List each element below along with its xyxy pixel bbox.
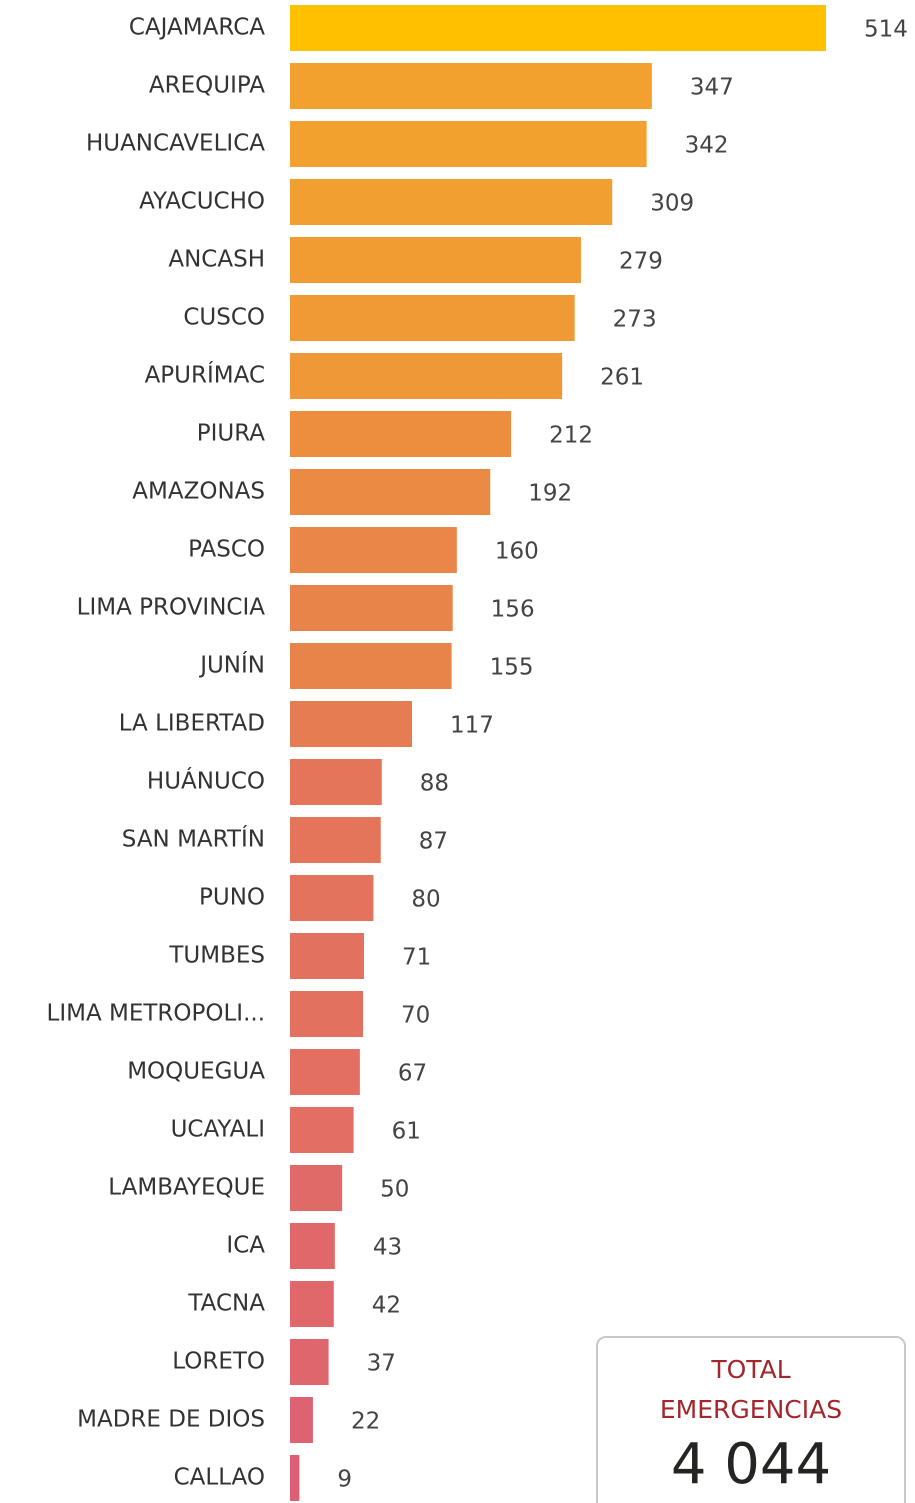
bar [290,121,647,167]
category-label: AREQUIPA [149,73,265,99]
bar [290,1107,354,1153]
category-label: TACNA [187,1291,265,1317]
bar [290,1223,335,1269]
category-label: PIURA [197,421,266,447]
bar [290,1455,300,1501]
value-label: 88 [420,771,449,797]
category-label: CALLAO [174,1465,265,1491]
bar [290,991,363,1037]
bar [290,817,381,863]
bar [290,5,826,51]
value-label: 70 [401,1003,430,1029]
category-label: LORETO [172,1349,265,1375]
bar [290,237,581,283]
bar [290,1397,313,1443]
bar [290,1049,360,1095]
value-label: 160 [495,539,539,565]
bar [290,295,575,341]
value-label: 67 [398,1061,427,1087]
category-label: CAJAMARCA [129,15,265,41]
bar [290,1165,343,1211]
value-label: 42 [372,1293,401,1319]
value-label: 61 [392,1119,421,1145]
bar [290,469,491,515]
value-label: 80 [411,887,440,913]
value-label: 43 [373,1235,402,1261]
category-label: LIMA PROVINCIA [77,595,266,621]
category-label: HUANCAVELICA [86,131,265,157]
value-label: 87 [419,829,448,855]
category-label: SAN MARTÍN [122,825,265,853]
total-label: TOTAL EMERGENCIAS [659,1355,843,1424]
bar [290,933,365,979]
category-label: TUMBES [168,943,265,969]
category-label: APURÍMAC [145,361,265,389]
category-label: AYACUCHO [139,189,265,215]
category-label: ICA [226,1233,265,1259]
bar [290,179,613,225]
value-label: 192 [528,481,572,507]
bar [290,701,413,747]
value-label: 309 [650,191,694,217]
bar [290,411,512,457]
value-label: 347 [690,75,734,101]
category-label: UCAYALI [171,1117,265,1143]
value-label: 71 [402,945,431,971]
category-label: MOQUEGUA [127,1059,265,1085]
value-label: 156 [491,597,535,623]
bar [290,63,652,109]
category-label: CUSCO [183,305,265,331]
value-label: 9 [337,1467,352,1493]
category-label: LIMA METROPOLI... [47,1001,266,1027]
category-label: LA LIBERTAD [119,711,265,737]
value-label: 117 [450,713,494,739]
total-value: 4 044 [670,1432,832,1497]
value-label: 22 [351,1409,380,1435]
category-label: JUNÍN [198,651,265,679]
bar [290,1281,334,1327]
category-label: LAMBAYEQUE [108,1175,265,1201]
category-label: PASCO [188,537,265,563]
category-label: MADRE DE DIOS [77,1407,265,1433]
bar [290,527,457,573]
bar [290,1339,329,1385]
category-label: PUNO [199,885,265,911]
value-label: 37 [367,1351,396,1377]
value-label: 261 [600,365,644,391]
value-label: 279 [619,249,663,275]
value-label: 50 [380,1177,409,1203]
bar [290,643,452,689]
value-label: 273 [613,307,657,333]
category-label: HUÁNUCO [147,767,265,795]
bar [290,875,374,921]
bar [290,585,453,631]
bar [290,759,382,805]
bar [290,353,563,399]
value-label: 212 [549,423,593,449]
total-card: TOTAL EMERGENCIAS 4 044 [596,1336,906,1503]
category-label: ANCASH [168,247,265,273]
category-label: AMAZONAS [132,479,265,505]
value-label: 155 [490,655,534,681]
value-label: 342 [685,133,729,159]
value-label: 514 [864,17,908,43]
